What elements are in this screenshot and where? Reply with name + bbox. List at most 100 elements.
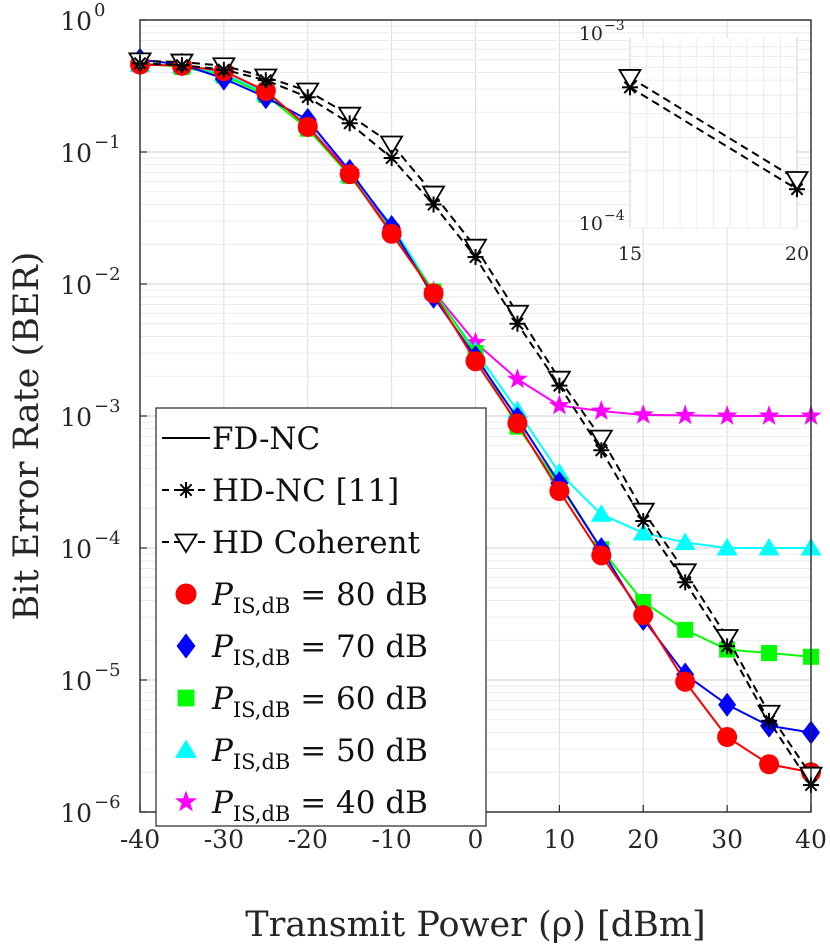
x-tick-label: 10: [543, 825, 575, 854]
data-point: [590, 400, 612, 420]
inset-y-tick-exponent: −3: [604, 18, 625, 34]
y-tick-label: 10: [60, 799, 92, 828]
inset-x-tick-label: 20: [785, 243, 809, 265]
x-tick-label: -40: [120, 825, 160, 854]
x-tick-label: 30: [711, 825, 743, 854]
data-point: [633, 605, 654, 626]
data-point: [549, 481, 570, 502]
inset-series-line: [629, 76, 798, 181]
data-point: [551, 377, 568, 394]
data-point: [297, 116, 318, 137]
data-point: [759, 754, 780, 775]
data-point: [590, 504, 612, 522]
legend-marker: [173, 533, 199, 554]
data-point: [718, 692, 737, 717]
x-tick-labels: -40 -30 -20 -10 0 10 20 30 40: [120, 805, 827, 854]
data-point: [257, 72, 274, 89]
y-tick-exponent: −6: [94, 792, 121, 813]
inset-y-tick-label: 10: [579, 213, 603, 235]
x-tick-label: 20: [627, 825, 659, 854]
y-tick-label: 10: [60, 667, 92, 696]
legend-entry: PIS,dB = 70 dB: [176, 629, 428, 670]
legend-label: PIS,dB = 70 dB: [211, 629, 428, 670]
data-point: [423, 283, 444, 304]
y-tick-exponent: −4: [94, 528, 121, 549]
legend-marker: [178, 482, 194, 498]
x-tick-label: -20: [288, 825, 328, 854]
legend-box: [155, 407, 487, 827]
legend-label: PIS,dB = 60 dB: [211, 681, 428, 722]
series-layer: [127, 47, 824, 794]
y-tick-exponent: −1: [94, 132, 121, 153]
data-point: [719, 638, 736, 655]
data-point: [717, 726, 738, 747]
data-point: [509, 315, 526, 332]
x-axis-label: Transmit Power (ρ) [dBm]: [245, 905, 705, 945]
data-point: [467, 249, 484, 266]
y-tick-label: 10: [60, 139, 92, 168]
data-point: [677, 621, 694, 638]
data-point: [379, 135, 404, 156]
legend-entry: PIS,dB = 40 dB: [175, 785, 428, 826]
inset-data-point: [617, 69, 643, 90]
data-point: [591, 545, 612, 566]
inset-y-tick-label: 10: [579, 23, 603, 45]
legend-entry: PIS,dB = 60 dB: [177, 681, 428, 722]
legend-marker: [174, 739, 198, 758]
data-point: [675, 671, 696, 692]
inset-x-tick-label: 15: [618, 243, 642, 265]
data-point: [548, 394, 570, 415]
x-tick-label: -10: [371, 825, 411, 854]
y-tick-exponent: −3: [94, 396, 121, 417]
data-point: [425, 196, 442, 213]
legend-marker: [175, 790, 197, 812]
data-point: [632, 403, 654, 424]
data-point: [381, 223, 402, 244]
data-point: [215, 61, 232, 78]
y-axis-label: Bit Error Rate (BER): [7, 252, 47, 621]
legend-label: PIS,dB = 80 dB: [211, 577, 428, 618]
series-hd-nc-11-: [132, 55, 819, 794]
data-point: [173, 57, 190, 74]
data-point: [507, 413, 528, 434]
legend-label: PIS,dB = 50 dB: [211, 733, 428, 774]
data-point: [761, 712, 778, 729]
x-tick-label: 40: [795, 825, 827, 854]
data-point: [421, 185, 446, 206]
data-point: [716, 538, 738, 556]
inset-y-tick-exponent: −4: [604, 208, 625, 224]
inset-series-line: [629, 86, 798, 191]
data-point: [593, 442, 610, 459]
y-tick-exponent: −5: [94, 660, 121, 681]
x-tick-label: -30: [204, 825, 244, 854]
data-point: [506, 368, 528, 389]
data-point: [589, 429, 614, 450]
legend: FD-NC HD-NC [11] HD Coherent PIS,dB = 80 dB…: [155, 407, 487, 827]
y-tick-exponent: −2: [94, 264, 121, 285]
data-point: [758, 405, 780, 425]
x-tick-label: 0: [468, 825, 484, 854]
data-point: [674, 404, 696, 425]
legend-entry: PIS,dB = 50 dB: [174, 733, 428, 774]
data-point: [674, 532, 696, 551]
y-tick-exponent: 0: [94, 0, 105, 21]
legend-entry: FD-NC: [162, 421, 320, 457]
data-point: [465, 351, 486, 372]
y-tick-label: 10: [60, 7, 92, 36]
data-point: [635, 513, 652, 530]
data-point: [299, 89, 316, 106]
legend-marker: [177, 689, 195, 707]
legend-entry: PIS,dB = 80 dB: [175, 577, 428, 618]
y-tick-label: 10: [60, 271, 92, 300]
legend-label: PIS,dB = 40 dB: [211, 785, 428, 826]
data-point: [677, 574, 694, 591]
legend-marker: [175, 583, 197, 605]
data-point: [341, 115, 358, 132]
y-tick-label: 10: [60, 403, 92, 432]
inset-data-point: [784, 171, 810, 192]
legend-label: HD-NC [11]: [212, 473, 399, 509]
legend-entry: HD-NC [11]: [162, 473, 399, 509]
